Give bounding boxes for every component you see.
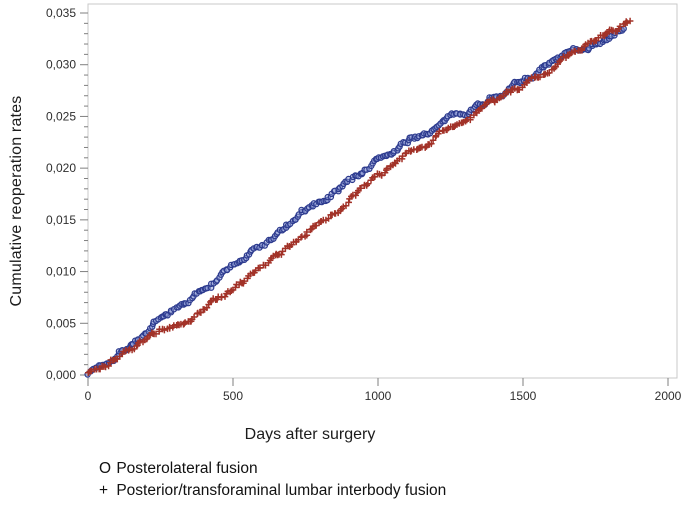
plot-frame [87, 3, 678, 379]
plot-area: 0,000 0,005 0,010 0,015 0,020 0,025 0,030 0,035… [46, 3, 682, 403]
legend-label-posterolateral-fusion: Posterolateral fusion [116, 460, 258, 477]
y-tick-label: 0,010 [46, 265, 76, 279]
x-tick-label: 1000 [365, 389, 392, 403]
axis-ticks [80, 12, 669, 386]
x-tick-label: 500 [223, 389, 243, 403]
legend: O Posterolateral fusion + Posterior/tran… [99, 458, 446, 502]
series-posterior-transforaminal-lumbar-interbody-fusion [85, 17, 634, 376]
legend-item-posterolateral-fusion: O Posterolateral fusion [99, 458, 446, 480]
y-axis-title: Cumulative reoperation rates [8, 95, 25, 307]
x-tick-label: 1500 [510, 389, 537, 403]
axis-tick-labels: 0,000 0,005 0,010 0,015 0,020 0,025 0,030 0,035… [46, 6, 682, 403]
y-tick-label: 0,015 [46, 213, 76, 227]
x-tick-label: 0 [85, 389, 92, 403]
y-tick-label: 0,035 [46, 6, 76, 20]
circle-marker-symbol: O [99, 460, 112, 477]
x-axis-title: Days after surgery [244, 426, 376, 443]
y-tick-label: 0,005 [46, 316, 76, 330]
y-tick-label: 0,025 [46, 109, 76, 123]
y-tick-label: 0,000 [46, 368, 76, 382]
y-tick-label: 0,030 [46, 58, 76, 72]
plus-marker-symbol: + [99, 482, 109, 499]
legend-item-interbody-fusion: + Posterior/transforaminal lumbar interb… [99, 480, 446, 502]
y-tick-label: 0,020 [46, 161, 76, 175]
legend-label-interbody-fusion: Posterior/transforaminal lumbar interbod… [116, 482, 447, 499]
series-posterolateral-fusion [84, 25, 627, 378]
x-tick-label: 2000 [655, 389, 682, 403]
